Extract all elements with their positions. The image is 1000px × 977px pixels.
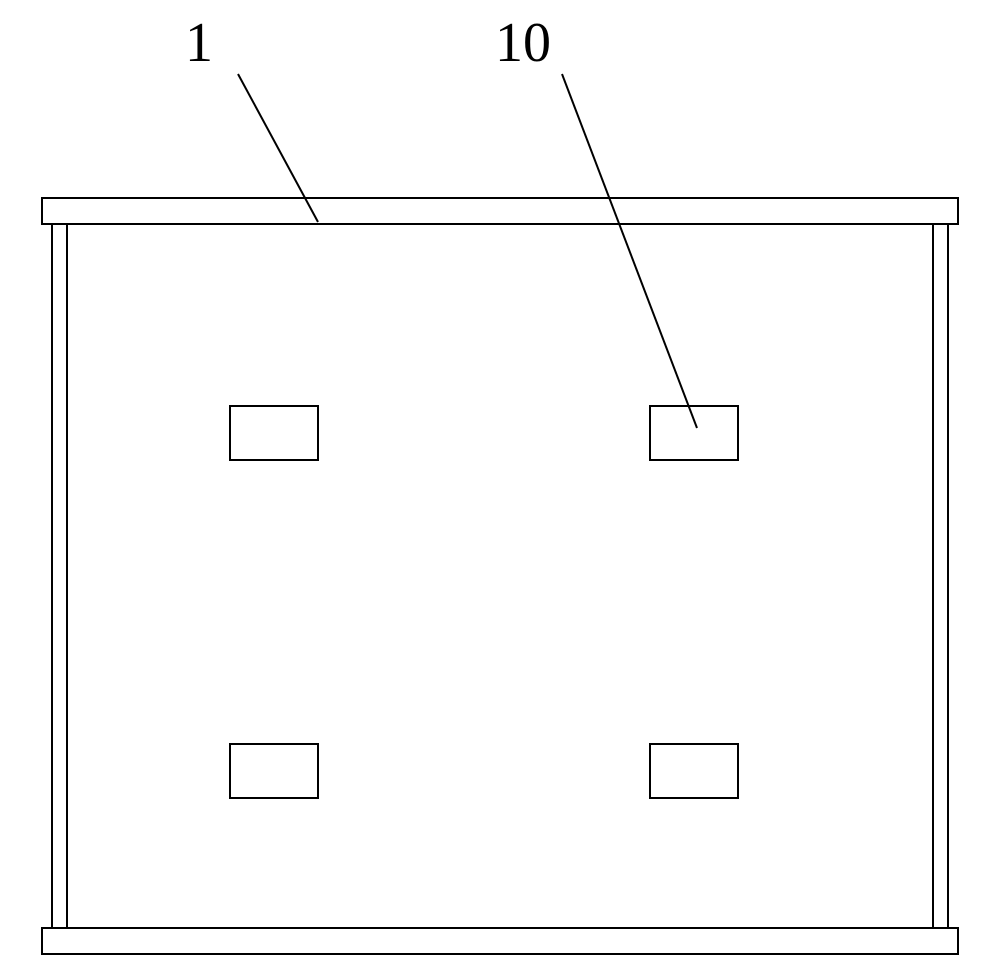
frame-left-post — [52, 224, 67, 928]
leader-line-1 — [238, 74, 318, 222]
technical-diagram — [0, 0, 1000, 977]
slot-rect — [650, 406, 738, 460]
slot-rect — [230, 406, 318, 460]
callout-label-1: 1 — [185, 15, 213, 71]
slot-rect — [650, 744, 738, 798]
frame-bottom-bar — [42, 928, 958, 954]
slot-rect — [230, 744, 318, 798]
frame-top-bar — [42, 198, 958, 224]
leader-line-10 — [562, 74, 697, 428]
callout-label-10: 10 — [495, 15, 551, 71]
frame-right-post — [933, 224, 948, 928]
